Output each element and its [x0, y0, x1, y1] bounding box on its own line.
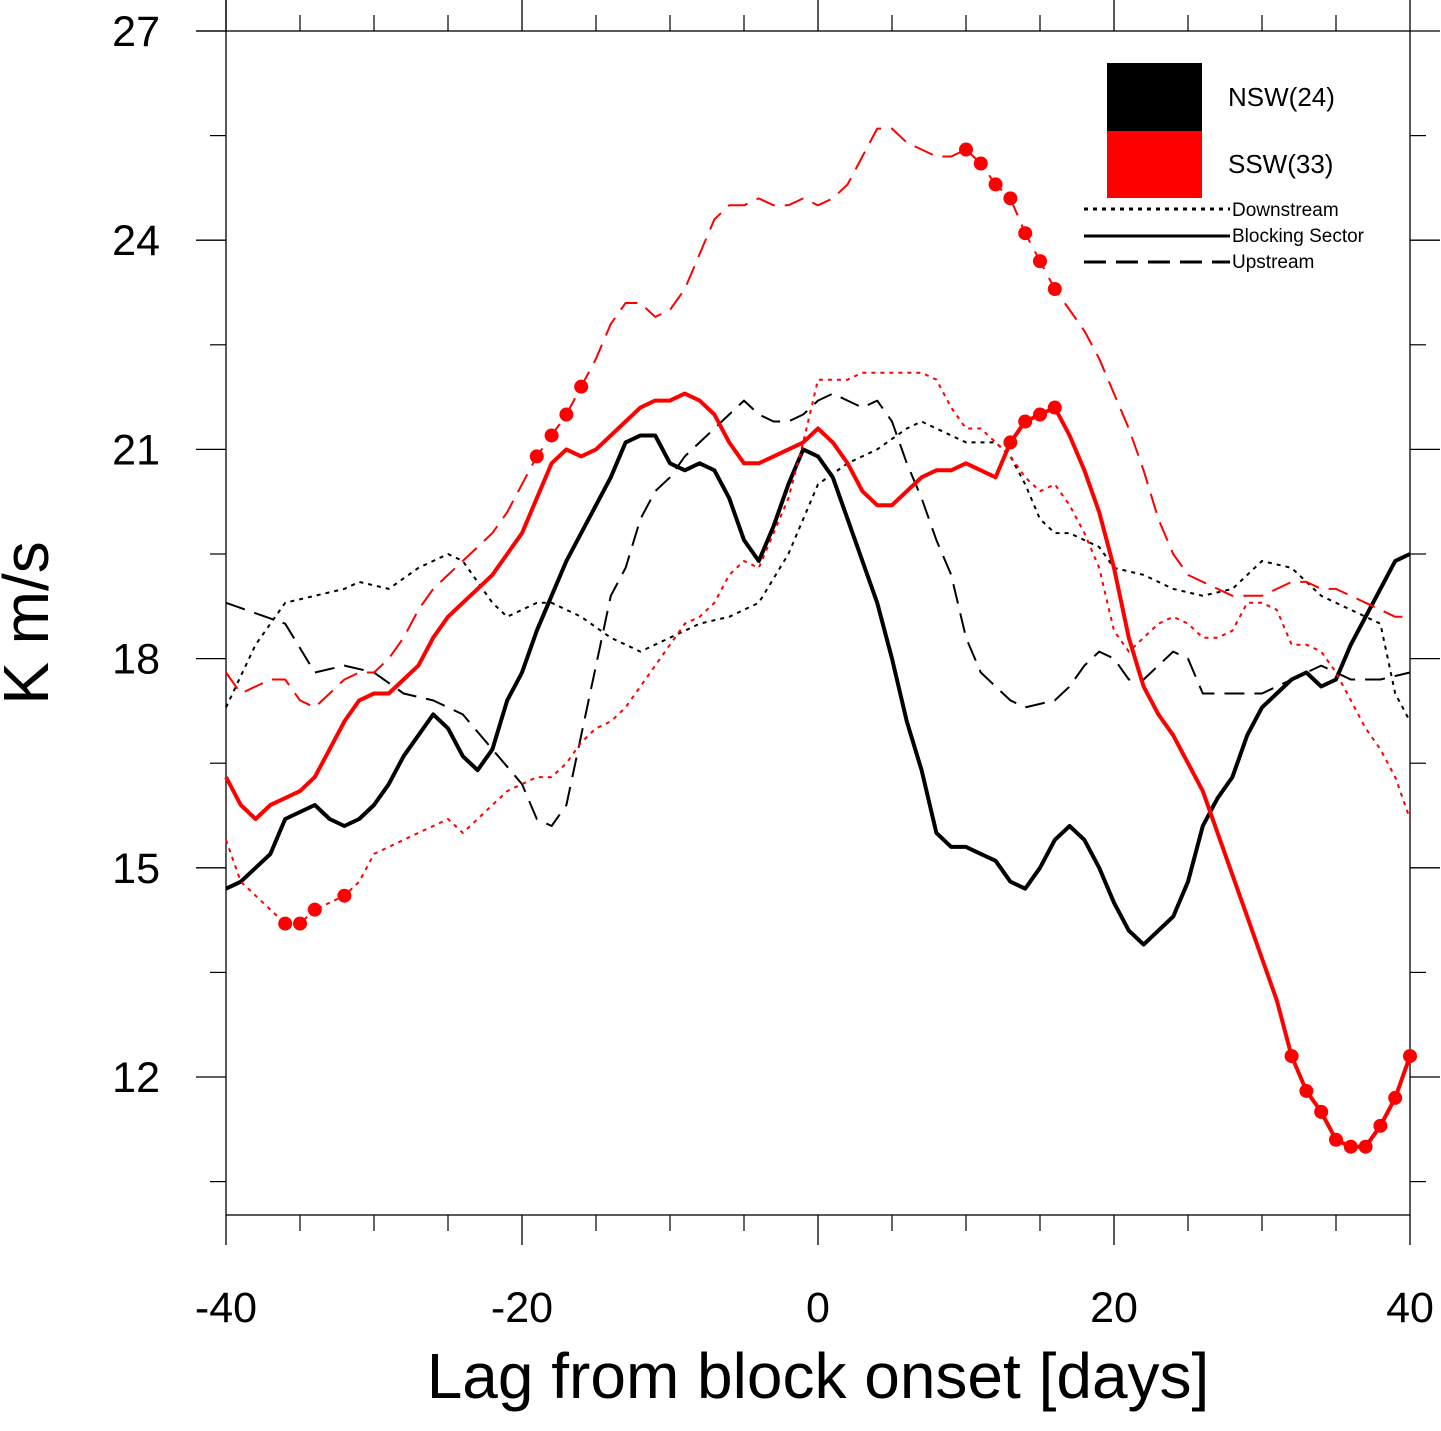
legend-label-downstream: Downstream: [1232, 200, 1339, 221]
x-tick-label: 20: [1090, 1284, 1138, 1332]
significance-marker: [278, 916, 293, 931]
y-tick-label: 15: [112, 845, 160, 893]
minor-ticks: [210, 15, 1426, 1231]
legend-label-blocking: Blocking Sector: [1232, 226, 1365, 247]
major-ticks: [196, 0, 1440, 1245]
significance-marker: [1343, 1139, 1358, 1154]
significance-marker: [1047, 282, 1062, 297]
significance-marker: [1018, 226, 1033, 241]
legend-label-ssw: SSW(33): [1228, 149, 1333, 179]
significance-marker: [307, 902, 322, 917]
significance-marker: [544, 428, 559, 443]
significance-marker: [559, 407, 574, 422]
y-tick-label: 12: [112, 1054, 160, 1102]
significance-marker: [529, 449, 544, 464]
significance-marker: [1329, 1132, 1343, 1147]
significance-marker: [1018, 414, 1033, 429]
significance-marker: [293, 916, 307, 931]
x-tick-label: 0: [806, 1284, 830, 1332]
y-tick-label: 21: [112, 426, 160, 474]
series-ssw-blocking-sector: [224, 391, 1412, 1149]
x-tick-label: -20: [491, 1284, 553, 1332]
plot-frame: [196, 0, 1411, 1216]
series-ssw-upstream: [225, 127, 1410, 709]
x-tick-label: -40: [195, 1284, 257, 1332]
significance-marker: [973, 156, 988, 171]
significance-marker: [574, 379, 589, 394]
y-tick-label: 27: [112, 8, 160, 56]
series-layer: [224, 127, 1412, 1149]
significance-marker: [1358, 1139, 1373, 1154]
significance-marker: [1403, 1049, 1417, 1064]
series-nsw-downstream: [225, 420, 1411, 722]
significance-marker: [1003, 191, 1018, 206]
significance-marker: [1033, 254, 1047, 269]
legend-swatch-nsw: [1107, 63, 1202, 131]
series-ssw-downstream: [225, 371, 1411, 925]
y-tick-label: 18: [112, 636, 160, 684]
significance-marker: [1314, 1104, 1329, 1119]
significance-marker: [337, 888, 352, 903]
significance-marker: [988, 177, 1003, 192]
significance-marker: [1299, 1083, 1314, 1098]
significance-marker: [1388, 1090, 1403, 1105]
series-nsw-blocking-sector: [225, 433, 1411, 947]
legend: NSW(24) SSW(33) Downstream Blocking Sect…: [1084, 63, 1365, 273]
legend-swatch-ssw: [1107, 131, 1202, 198]
x-axis-title: Lag from block onset [days]: [427, 1340, 1210, 1412]
significance-marker: [959, 142, 973, 157]
significance-marker: [1033, 407, 1047, 422]
legend-label-nsw: NSW(24): [1228, 82, 1335, 112]
x-tick-label: 40: [1386, 1284, 1434, 1332]
significance-markers: [278, 142, 1417, 1154]
y-tick-label: 24: [112, 217, 160, 265]
significance-marker: [1047, 400, 1062, 415]
y-axis-title: K m/s: [0, 541, 62, 705]
x-tick-labels: -40 -20 0 20 40: [195, 1284, 1434, 1332]
legend-label-upstream: Upstream: [1232, 252, 1314, 273]
significance-marker: [1003, 435, 1018, 450]
significance-marker: [1373, 1118, 1388, 1133]
y-tick-labels: 12 15 18 21 24 27: [112, 8, 160, 1102]
significance-marker: [1284, 1049, 1299, 1064]
